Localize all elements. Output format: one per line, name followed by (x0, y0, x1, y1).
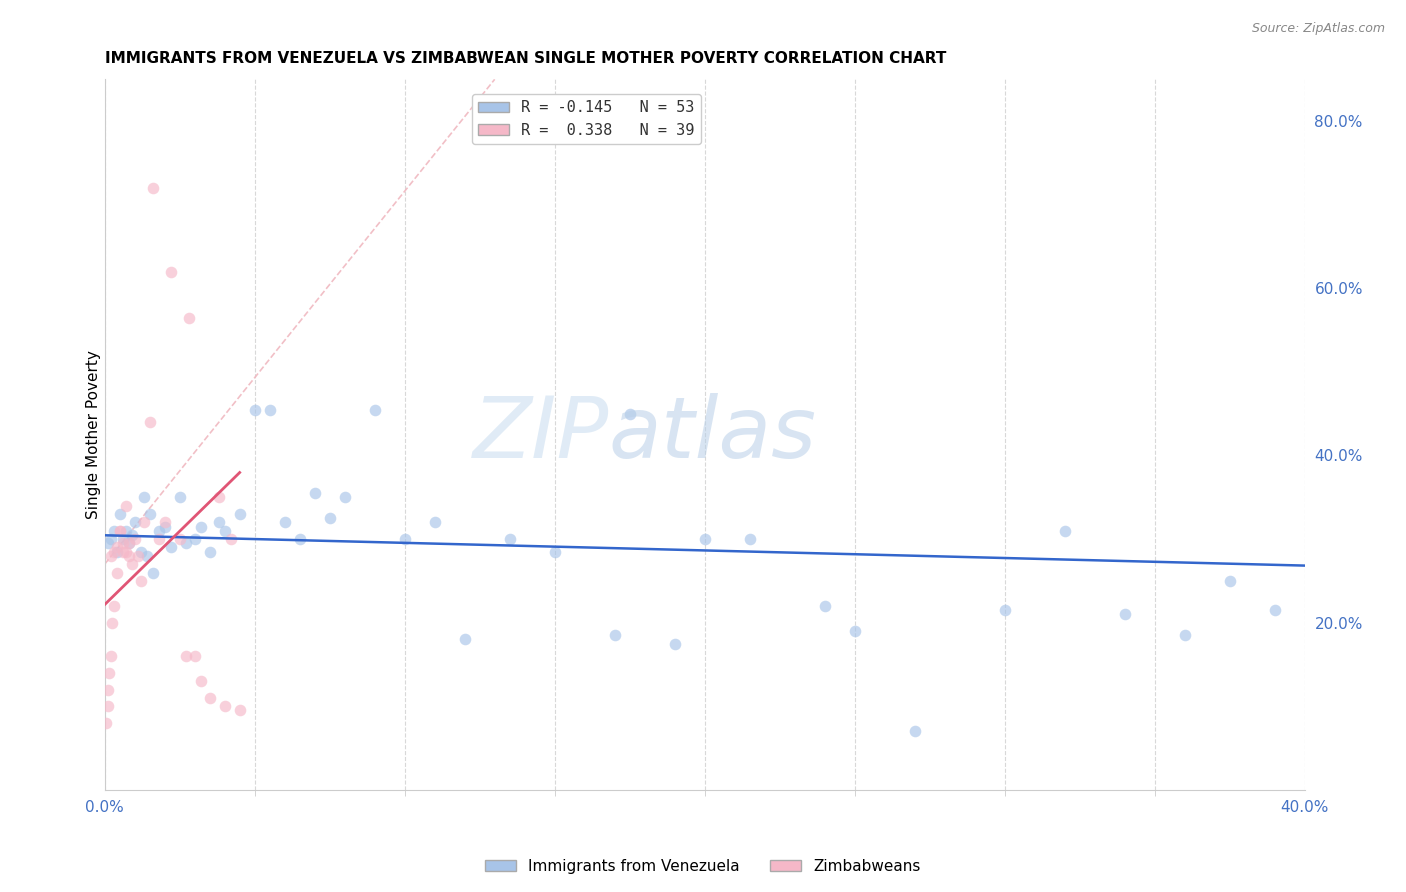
Point (814, 599, 837, 613)
Point (111, 532, 134, 546)
Point (108, 524, 131, 538)
Point (619, 407, 641, 421)
Point (100, 532, 122, 546)
Point (97, 682, 120, 697)
Point (1219, 574, 1241, 588)
Point (148, 532, 170, 546)
Point (114, 524, 136, 538)
Point (101, 615, 124, 630)
Point (138, 507, 160, 521)
Point (103, 599, 125, 613)
Point (738, 532, 761, 546)
Point (183, 532, 205, 546)
Point (124, 532, 146, 546)
Point (1264, 603, 1286, 617)
Point (544, 544, 567, 558)
Point (664, 636, 686, 650)
Point (97, 536, 120, 550)
Point (1053, 524, 1076, 538)
Point (105, 566, 128, 580)
Point (1174, 628, 1197, 642)
Point (118, 536, 141, 550)
Point (208, 516, 231, 530)
Point (159, 541, 181, 555)
Point (118, 536, 141, 550)
Point (693, 532, 716, 546)
Point (108, 507, 131, 521)
Point (97, 699, 120, 714)
Point (129, 544, 152, 558)
Point (228, 703, 250, 717)
Point (114, 499, 136, 513)
Point (1114, 607, 1136, 622)
Point (363, 402, 385, 417)
Point (132, 516, 155, 530)
Point (103, 544, 125, 558)
Point (333, 490, 356, 504)
Point (177, 310, 200, 325)
Point (142, 566, 165, 580)
Point (208, 490, 231, 504)
Point (288, 532, 311, 546)
Point (135, 549, 157, 563)
Point (96, 716, 118, 731)
Point (603, 628, 626, 642)
Point (127, 549, 149, 563)
Point (183, 649, 205, 664)
Point (174, 536, 197, 550)
Point (124, 516, 146, 530)
Point (132, 490, 155, 504)
Point (453, 632, 475, 647)
Point (169, 532, 191, 546)
Point (108, 524, 131, 538)
Point (111, 536, 134, 550)
Point (103, 524, 125, 538)
Point (121, 557, 143, 571)
Point (904, 724, 927, 739)
Point (498, 532, 520, 546)
Point (994, 603, 1017, 617)
Point (142, 181, 165, 195)
Point (190, 519, 212, 533)
Point (129, 574, 152, 588)
Point (118, 549, 141, 563)
Point (148, 524, 170, 538)
Point (318, 511, 340, 525)
Point (214, 524, 236, 538)
Point (111, 544, 134, 558)
Point (228, 507, 250, 521)
Point (214, 699, 236, 714)
Point (243, 402, 266, 417)
Text: ZIP: ZIP (472, 393, 609, 476)
Text: Source: ZipAtlas.com: Source: ZipAtlas.com (1251, 22, 1385, 36)
Point (105, 541, 128, 555)
Point (198, 690, 221, 705)
Point (153, 519, 176, 533)
Point (394, 532, 416, 546)
Point (273, 516, 295, 530)
Point (844, 624, 866, 638)
Point (190, 674, 212, 689)
Point (219, 532, 242, 546)
Y-axis label: Single Mother Poverty: Single Mother Poverty (86, 351, 101, 519)
Point (423, 516, 446, 530)
Point (98, 665, 121, 680)
Legend: Immigrants from Venezuela, Zimbabweans: Immigrants from Venezuela, Zimbabweans (479, 853, 927, 880)
Point (105, 544, 128, 558)
Point (114, 544, 136, 558)
Point (100, 549, 122, 563)
Point (100, 649, 122, 664)
Point (174, 649, 197, 664)
Point (304, 486, 326, 500)
Point (121, 528, 143, 542)
Point (159, 264, 181, 278)
Legend: R = -0.145   N = 53, R =  0.338   N = 39: R = -0.145 N = 53, R = 0.338 N = 39 (472, 94, 700, 144)
Text: IMMIGRANTS FROM VENEZUELA VS ZIMBABWEAN SINGLE MOTHER POVERTY CORRELATION CHART: IMMIGRANTS FROM VENEZUELA VS ZIMBABWEAN … (104, 51, 946, 66)
Text: atlas: atlas (609, 393, 817, 476)
Point (259, 402, 281, 417)
Point (153, 516, 176, 530)
Point (169, 490, 191, 504)
Point (198, 544, 221, 558)
Point (138, 415, 160, 429)
